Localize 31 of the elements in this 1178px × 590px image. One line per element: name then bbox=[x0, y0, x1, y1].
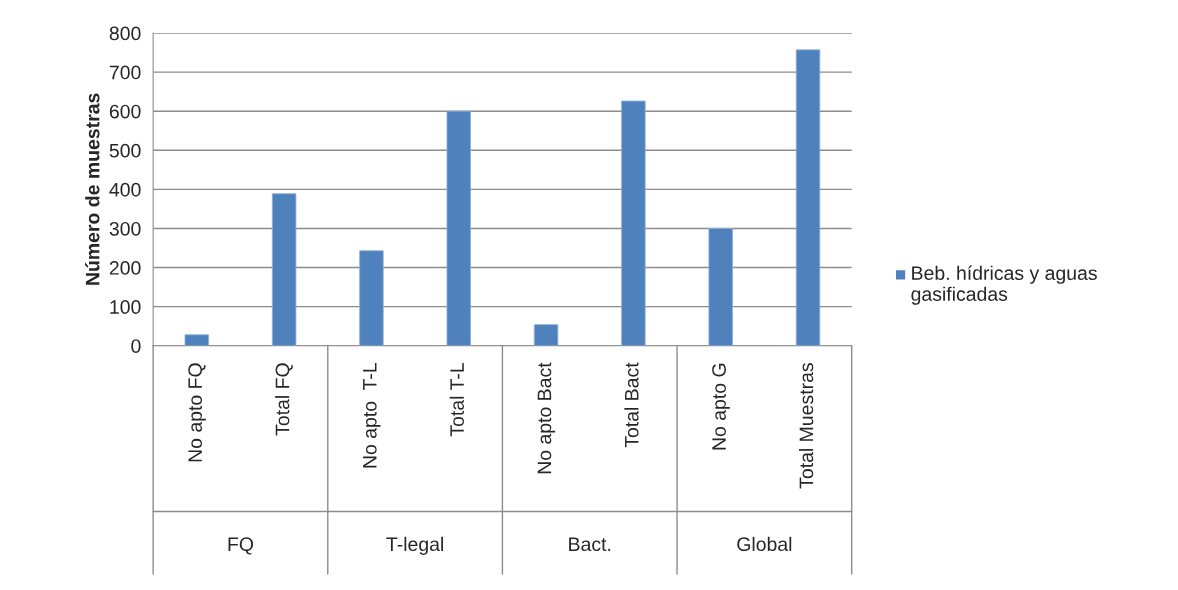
text: FQ bbox=[228, 537, 254, 555]
bar bbox=[795, 49, 821, 346]
legend-label: Beb. hídricas y aguas gasificadas bbox=[911, 265, 1097, 305]
x-tick-label: No apto T-L bbox=[363, 363, 381, 468]
x-tick-label: Total FQ bbox=[275, 363, 293, 436]
x-tick-label: Total T-L bbox=[449, 363, 464, 437]
x-tick-label: No apto Bact bbox=[537, 362, 556, 474]
x-tick-label: Total Muestras bbox=[798, 363, 814, 489]
y-tick-label: 700 bbox=[109, 65, 141, 80]
bar bbox=[446, 110, 471, 346]
bar bbox=[708, 228, 733, 346]
bar bbox=[533, 324, 559, 346]
y-tick-label: 800 bbox=[109, 26, 141, 41]
y-tick-label: 400 bbox=[109, 182, 141, 197]
x-tick-label: Total Bact bbox=[624, 362, 639, 448]
y-tick-label: 0 bbox=[131, 339, 141, 353]
text: T-legal bbox=[386, 536, 443, 555]
x-tick-label: No apto G bbox=[712, 363, 730, 450]
text: Global bbox=[737, 536, 792, 552]
bar bbox=[359, 250, 384, 346]
y-tick-label: 200 bbox=[109, 261, 141, 275]
bar bbox=[184, 334, 210, 346]
y-tick-label: 500 bbox=[109, 143, 141, 158]
text: Bact. bbox=[569, 537, 611, 552]
bar bbox=[621, 100, 646, 346]
y-axis-title: Número de muestras bbox=[85, 93, 100, 285]
y-tick-label: 100 bbox=[110, 300, 141, 314]
bar bbox=[271, 193, 297, 346]
y-tick-label: 300 bbox=[109, 221, 141, 236]
y-tick-label: 600 bbox=[109, 104, 141, 119]
x-tick-label: No apto FQ bbox=[188, 363, 206, 462]
